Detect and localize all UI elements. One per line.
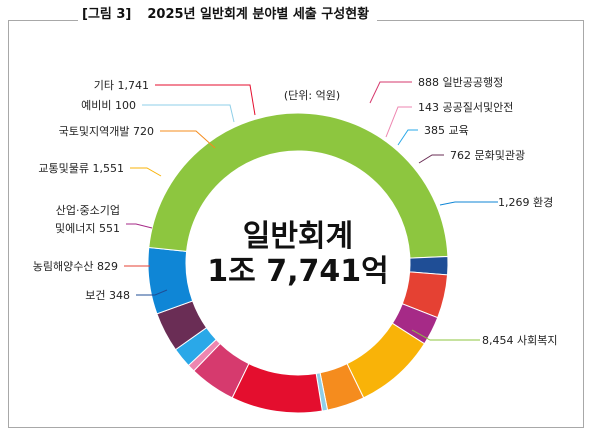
slice-label-문화및관광: 762 문화및관광: [450, 149, 525, 162]
slice-사회복지: [148, 112, 449, 259]
unit-label: (단위: 억원): [284, 89, 340, 102]
leader-line-사회복지: [411, 329, 480, 341]
slice-환경: [147, 246, 194, 315]
slice-label-예비비: 예비비 100: [81, 99, 136, 112]
slice-label-일반공공행정: 888 일반공공행정: [418, 75, 503, 89]
slice-label-공공질서및안전: 143 공공질서및안전: [418, 101, 513, 114]
leader-line-교통및물류: [130, 167, 162, 177]
slice-label-농림해양수산: 농림해양수산 829: [33, 259, 118, 273]
leader-line-교육: [397, 129, 418, 146]
slice-group: [147, 112, 449, 414]
leader-line-기타: [155, 84, 256, 116]
center-total: 1조 7,741억: [207, 254, 388, 289]
leader-line-일반공공행정: [369, 81, 412, 104]
slice-label-환경: 1,269 환경: [498, 196, 553, 209]
slice-label-기타: 기타 1,741: [94, 79, 149, 92]
leader-line-산업-중소기업-및에너지: [126, 223, 153, 229]
slice-labels: 888 일반공공행정 143 공공질서및안전 385 교육 762 문화및관광 1,26…: [33, 75, 558, 347]
leader-line-국토및지역개발: [160, 130, 216, 149]
figure-title: 2025년 일반회계 분야별 세출 구성현황: [147, 7, 370, 22]
leader-line-환경: [439, 201, 498, 206]
slice-label-국토및지역개발: 국토및지역개발 720: [59, 125, 154, 138]
slice-label-산업-중소기업-및에너지-2: 및에너지 551: [55, 222, 120, 235]
center-title: 일반회계: [243, 219, 353, 254]
figure-caption: [그림 3] 2025년 일반회계 분야별 세출 구성현황: [78, 3, 378, 22]
slice-label-교통및물류: 교통및물류 1,551: [38, 162, 124, 175]
leader-line-예비비: [142, 104, 235, 123]
figure-border: [8, 20, 584, 428]
leader-lines: [124, 81, 498, 341]
slice-label-교육: 385 교육: [424, 124, 469, 137]
slice-기타: [231, 362, 323, 414]
leader-line-보건: [136, 289, 168, 296]
leader-line-공공질서및안전: [385, 106, 412, 138]
leader-line-문화및관광: [418, 154, 444, 164]
slice-label-사회복지: 8,454 사회복지: [482, 334, 557, 347]
slice-label-산업-중소기업-및에너지-1: 산업·중소기업: [56, 204, 120, 217]
figure-number: [그림 3]: [82, 7, 132, 22]
slice-label-보건: 보건 348: [85, 289, 130, 302]
